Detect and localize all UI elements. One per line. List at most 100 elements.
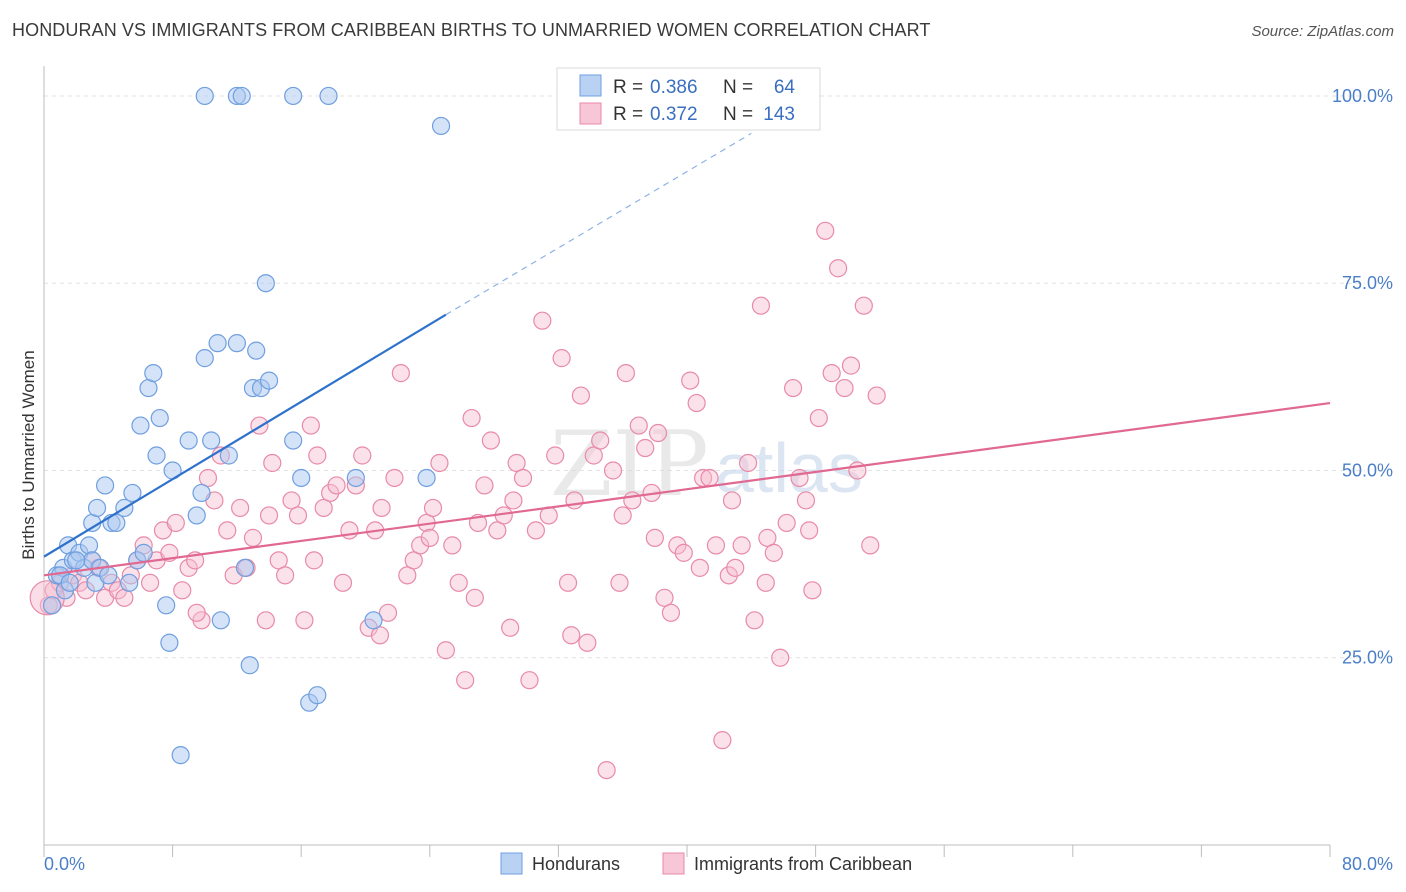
honduran-point-21 — [144, 364, 163, 383]
axes — [43, 66, 1331, 857]
honduran-point-63 — [134, 543, 153, 562]
legend-n-label-2: N = — [723, 104, 753, 125]
caribbean-point-109 — [738, 453, 758, 473]
caribbean-point-37 — [276, 566, 295, 585]
honduran-point-15 — [107, 513, 126, 533]
honduran-point-13 — [95, 476, 115, 495]
caribbean-point-80 — [552, 349, 571, 368]
caribbean-point-133 — [370, 626, 390, 645]
watermark-zip: ZIP — [550, 412, 709, 517]
caribbean-point-74 — [513, 468, 533, 488]
caribbean-point-49 — [353, 446, 372, 465]
x-tick-label-0: 0.0% — [44, 854, 85, 874]
caribbean-point-65 — [456, 671, 475, 690]
caribbean-point-77 — [533, 311, 552, 330]
y-tick-label-2: 75.0% — [1342, 273, 1393, 293]
y-axis-label: Births to Unmarried Women — [19, 350, 38, 559]
honduran-point-60 — [67, 551, 86, 570]
caribbean-point-101 — [687, 393, 706, 413]
honduran-point-51 — [284, 86, 303, 106]
caribbean-point-113 — [764, 543, 783, 562]
honduran-point-34 — [208, 334, 227, 353]
honduran-trend-line — [43, 313, 447, 558]
caribbean-point-125 — [841, 356, 861, 375]
caribbean-point-86 — [591, 431, 610, 450]
caribbean-point-70 — [488, 521, 507, 540]
y-tick-label-0: 25.0% — [1342, 648, 1393, 668]
caribbean-point-32 — [243, 528, 263, 547]
honduran-point-50 — [232, 86, 251, 106]
honduran-point-38 — [240, 656, 259, 675]
caribbean-point-105 — [713, 731, 732, 750]
series-swatch-hondurans — [500, 852, 523, 875]
caribbean-point-25 — [198, 468, 218, 488]
honduran-point-28 — [187, 506, 206, 525]
series-swatch-caribbean — [662, 852, 685, 875]
legend-r-value-2: 0.372 — [650, 104, 698, 125]
honduran-point-33 — [211, 611, 230, 630]
honduran-point-54 — [364, 611, 383, 630]
caribbean-point-21 — [173, 581, 192, 600]
caribbean-point-56 — [398, 566, 417, 585]
honduran-point-56 — [431, 116, 451, 136]
caribbean-point-108 — [732, 536, 751, 555]
caribbean-point-35 — [263, 453, 282, 473]
honduran-point-17 — [123, 483, 142, 503]
honduran-points — [42, 86, 451, 765]
caribbean-point-117 — [790, 468, 809, 488]
caribbean-point-121 — [816, 221, 835, 240]
honduran-point-45 — [292, 468, 311, 488]
caribbean-point-119 — [803, 581, 822, 600]
caribbean-point-107 — [726, 558, 745, 577]
honduran-point-53 — [346, 468, 365, 488]
honduran-point-35 — [219, 446, 238, 465]
caribbean-point-97 — [661, 603, 681, 622]
caribbean-point-75 — [520, 671, 539, 690]
caribbean-point-30 — [231, 498, 250, 518]
caribbean-point-142 — [756, 573, 775, 592]
caribbean-point-62 — [436, 641, 455, 660]
caribbean-point-132 — [304, 551, 324, 570]
caribbean-point-72 — [501, 618, 520, 637]
honduran-point-55 — [417, 468, 436, 488]
legend-r-label-1: R = — [613, 77, 643, 98]
series-label-hondurans: Hondurans — [532, 854, 620, 874]
y-tick-labels: 25.0% 50.0% 75.0% 100.0% — [1332, 86, 1393, 668]
legend-r-value-1: 0.386 — [650, 77, 698, 98]
y-tick-label-3: 100.0% — [1332, 86, 1393, 106]
caribbean-point-38 — [282, 491, 301, 510]
caribbean-point-123 — [829, 259, 848, 278]
honduran-point-43 — [259, 371, 279, 390]
honduran-point-20 — [139, 378, 158, 398]
caribbean-point-53 — [378, 603, 398, 622]
caribbean-point-45 — [327, 476, 346, 495]
honduran-point-29 — [179, 431, 198, 450]
series-label-caribbean: Immigrants from Caribbean — [694, 854, 912, 874]
caribbean-point-81 — [558, 573, 578, 592]
honduran-point-31 — [195, 349, 214, 368]
caribbean-point-88 — [603, 461, 623, 480]
caribbean-point-66 — [462, 408, 481, 428]
source-label: Source: ZipAtlas.com — [1251, 23, 1394, 40]
honduran-point-44 — [284, 431, 303, 450]
caribbean-point-138 — [613, 506, 632, 525]
caribbean-point-100 — [681, 371, 700, 390]
caribbean-point-131 — [259, 506, 279, 525]
caribbean-point-120 — [809, 408, 828, 428]
legend-n-label-1: N = — [723, 77, 753, 98]
caribbean-point-136 — [504, 491, 523, 510]
caribbean-point-41 — [301, 416, 320, 435]
honduran-point-40 — [247, 341, 266, 360]
honduran-point-59 — [60, 573, 79, 592]
caribbean-point-61 — [430, 453, 449, 473]
caribbean-point-115 — [777, 513, 796, 533]
honduran-point-37 — [235, 558, 255, 577]
stats-legend: R = 0.386 N = 64 R = 0.372 N = 143 — [556, 67, 821, 131]
honduran-point-7 — [79, 536, 99, 555]
caribbean-point-12 — [115, 588, 134, 607]
legend-r-label-2: R = — [613, 104, 643, 125]
caribbean-point-34 — [256, 611, 275, 630]
caribbean-point-64 — [449, 573, 468, 592]
caribbean-point-99 — [674, 543, 693, 562]
caribbean-point-104 — [706, 536, 726, 555]
